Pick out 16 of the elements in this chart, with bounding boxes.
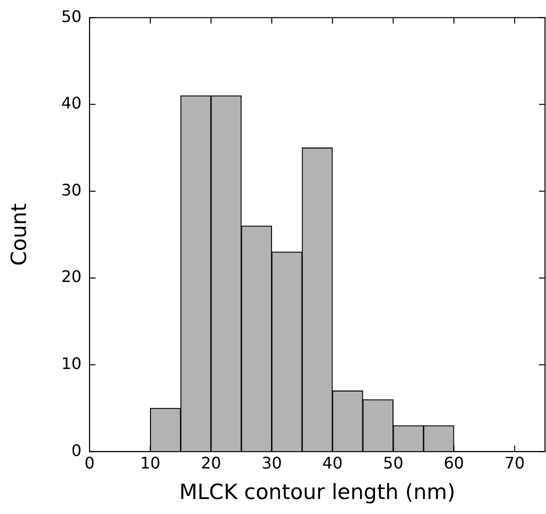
x-tick-label: 50 — [383, 453, 404, 472]
x-tick-label: 40 — [322, 453, 343, 472]
y-axis-title: Count — [7, 203, 32, 266]
y-tick-label: 20 — [61, 267, 82, 286]
x-tick-label: 0 — [84, 453, 95, 472]
x-tick-label: 30 — [262, 453, 282, 472]
x-tick-label: 70 — [504, 453, 525, 472]
x-tick-label: 20 — [200, 453, 222, 472]
y-tick-label: 0 — [71, 440, 82, 460]
x-tick-label: 60 — [444, 453, 464, 472]
x-tick-label: 10 — [140, 453, 160, 472]
y-tick-label: 40 — [61, 94, 82, 113]
y-tick-label: 50 — [61, 6, 82, 26]
y-tick-label: 10 — [61, 354, 82, 373]
x-axis-title: MLCK contour length (nm) — [179, 480, 456, 504]
y-tick-label: 30 — [61, 180, 82, 200]
